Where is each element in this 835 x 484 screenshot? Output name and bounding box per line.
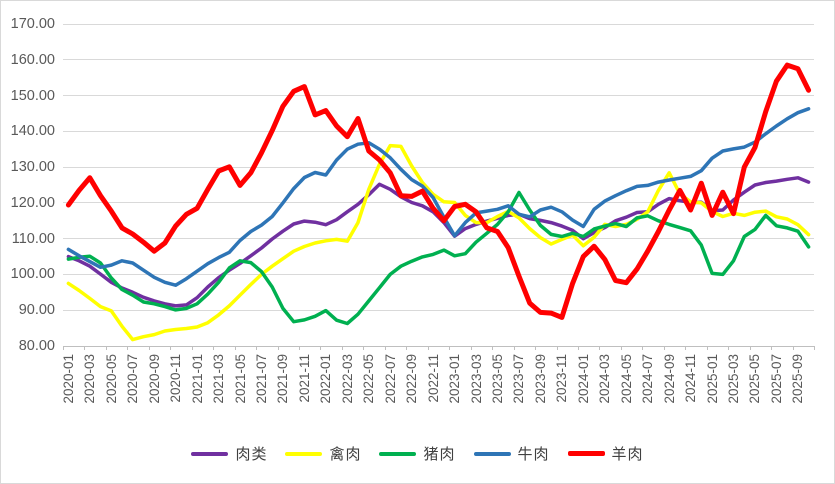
legend-item-pork[interactable]: 猪肉 [379,443,455,464]
x-axis-tick [363,346,365,350]
gridline [63,238,814,240]
x-axis-tick [148,346,150,350]
gridline [63,23,814,25]
x-axis-tick [556,346,558,350]
y-axis-label: 90.00 [18,302,55,319]
x-axis-tick [492,346,494,350]
legend-label: 羊肉 [611,446,644,463]
gridline [63,130,814,132]
legend-item-beef[interactable]: 牛肉 [473,443,550,464]
x-axis-tick [320,346,322,350]
x-axis-tick [749,346,751,350]
gridline [63,59,814,61]
x-axis-tick [792,346,794,350]
legend: 肉类 禽肉 猪肉 牛肉 羊肉 [1,443,834,464]
y-axis-label: 140.00 [10,123,55,140]
x-axis-line [63,345,814,347]
x-axis-tick [642,346,644,350]
x-axis-tick [384,346,386,350]
legend-label: 禽肉 [329,446,362,463]
legend-item-meat[interactable]: 肉类 [191,443,267,464]
x-axis-tick [771,346,773,350]
y-axis-label: 80.00 [18,338,55,354]
x-axis-tick [127,346,129,350]
x-axis-tick [191,346,193,350]
x-axis-tick [406,346,408,350]
x-axis-tick [706,346,708,350]
x-axis-tick [277,346,279,350]
x-axis-tick [449,346,451,350]
x-axis-tick [470,346,472,350]
gridline [63,309,814,311]
gridline [63,166,814,168]
x-axis-tick [599,346,601,350]
y-axis-label: 100.00 [10,266,55,283]
x-axis-tick [84,346,86,350]
legend-line-icon [567,450,605,457]
x-axis-tick [256,346,258,350]
x-axis-tick [170,346,172,350]
gridline [63,273,814,275]
x-axis-tick [63,346,64,350]
legend-line-icon [379,451,417,456]
series-line-pork[interactable] [66,190,811,326]
legend-label: 肉类 [235,446,268,463]
x-axis-tick [427,346,429,350]
x-axis-tick [299,346,301,350]
legend-label: 猪肉 [423,446,456,463]
x-axis-tick [577,346,579,350]
legend-line-icon [285,451,323,456]
legend-line-icon [473,451,511,456]
y-axis-label: 130.00 [10,159,55,176]
gridline [63,202,814,204]
legend-line-icon [191,451,229,456]
x-axis-tick [814,346,815,350]
x-axis-tick [213,346,215,350]
legend-item-poultry[interactable]: 禽肉 [285,443,361,464]
x-axis-tick [234,346,236,350]
x-axis-tick [620,346,622,350]
x-axis-tick [535,346,537,350]
x-axis-tick [513,346,515,350]
y-axis-label: 120.00 [10,194,55,211]
y-axis-label: 170.00 [10,16,55,32]
x-axis-tick [663,346,665,350]
y-axis-label: 110.00 [11,230,55,247]
series-line-mutton[interactable] [65,62,812,320]
y-axis-label: 150.00 [10,87,55,104]
gridline [63,95,814,97]
y-axis-label: 160.00 [10,51,55,68]
x-axis-tick [728,346,730,350]
legend-label: 牛肉 [517,446,550,463]
x-axis-tick [341,346,343,350]
x-axis-tick [685,346,687,350]
series-line-beef[interactable] [66,107,811,287]
x-axis-tick [105,346,107,350]
legend-item-mutton[interactable]: 羊肉 [567,443,644,464]
